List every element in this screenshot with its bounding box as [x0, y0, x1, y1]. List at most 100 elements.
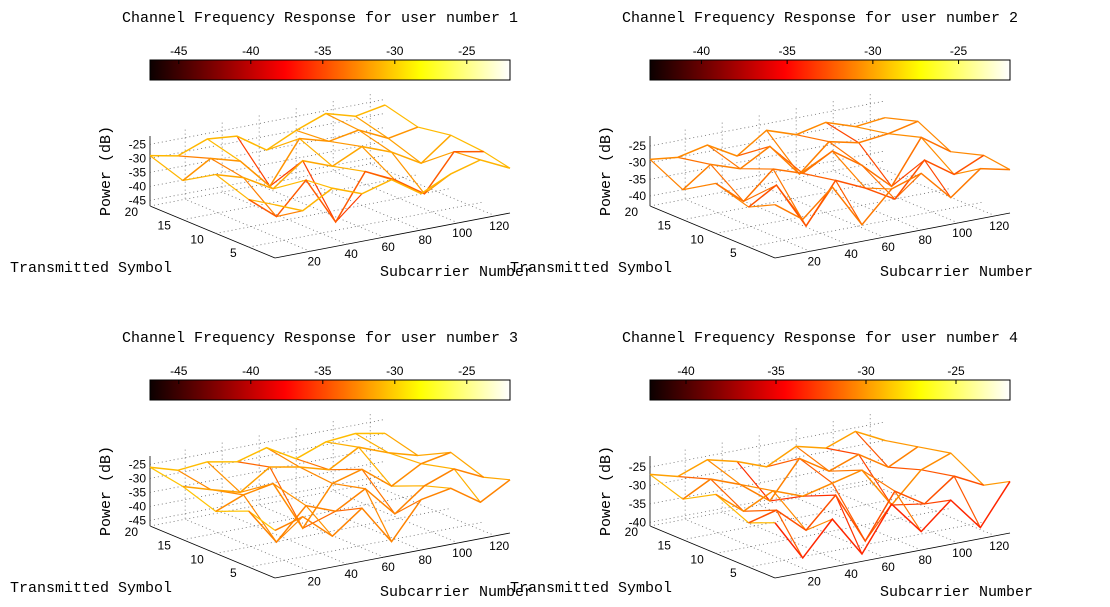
- grid-line: [215, 507, 451, 554]
- grid-line: [149, 99, 386, 145]
- chart-title: Channel Frequency Response for user numb…: [122, 10, 518, 27]
- y-axis-label: Transmitted Symbol: [510, 260, 672, 277]
- x-tick-label: 40: [344, 247, 358, 261]
- z-tick-label: -45: [129, 193, 147, 207]
- x-axis: [774, 212, 1011, 259]
- x-tick-label: 120: [489, 539, 509, 553]
- z-tick-label: -30: [129, 471, 147, 485]
- grid-line: [149, 419, 386, 465]
- grid-line: [721, 122, 848, 245]
- z-tick-label: -25: [129, 137, 147, 151]
- colorbar-tick-label: -30: [864, 44, 882, 58]
- mesh-row: [182, 446, 418, 494]
- x-tick-label: 120: [489, 219, 509, 233]
- mesh-row: [182, 126, 419, 188]
- x-tick-label: 80: [919, 553, 933, 567]
- colorbar: [649, 59, 1011, 81]
- z-tick-label: -35: [129, 165, 147, 179]
- mesh-row: [274, 159, 511, 212]
- y-tick-label: 10: [190, 552, 204, 566]
- x-tick-label: 100: [452, 546, 472, 560]
- y-tick-label: 15: [158, 539, 172, 553]
- x-tick-label: 80: [419, 553, 433, 567]
- x-tick-label: 100: [952, 546, 972, 560]
- y-tick-label: 15: [158, 219, 172, 233]
- y-tick-label: 15: [658, 539, 672, 553]
- mesh-row: [649, 430, 886, 478]
- z-tick-label: -25: [129, 457, 147, 471]
- y-tick-label: 5: [730, 246, 737, 260]
- x-axis: [274, 212, 511, 259]
- mesh-row: [248, 150, 484, 224]
- chart-title: Channel Frequency Response for user numb…: [622, 10, 1018, 27]
- mesh-row: [682, 120, 919, 191]
- colorbar-tick-label: -45: [170, 44, 188, 58]
- z-tick-label: -35: [629, 497, 647, 511]
- mesh-row: [682, 446, 919, 502]
- x-tick-label: 40: [844, 247, 858, 261]
- chart-title: Channel Frequency Response for user numb…: [122, 330, 518, 347]
- x-tick-label: 20: [807, 574, 821, 588]
- mesh-row: [774, 167, 1011, 226]
- y-axis: [649, 525, 776, 579]
- colorbar-tick-label: -40: [677, 364, 695, 378]
- x-tick-label: 100: [452, 226, 472, 240]
- y-tick-label: 20: [125, 205, 139, 219]
- y-axis-label: Transmitted Symbol: [510, 580, 672, 597]
- y-axis-label: Transmitted Symbol: [10, 580, 172, 597]
- colorbar-tick-label: -40: [693, 44, 711, 58]
- mesh-row: [748, 154, 985, 228]
- x-tick-label: 60: [881, 560, 895, 574]
- grid-line: [649, 480, 886, 527]
- x-axis-label: Subcarrier Number: [380, 584, 533, 601]
- mesh-row: [715, 136, 952, 203]
- mesh-row: [774, 481, 1011, 560]
- grid-line: [332, 420, 459, 544]
- grid-line: [258, 115, 385, 238]
- grid-line: [869, 413, 996, 537]
- mesh-row: [149, 104, 386, 157]
- x-tick-label: 40: [344, 567, 358, 581]
- z-tick-label: -45: [129, 513, 147, 527]
- x-axis-label: Subcarrier Number: [880, 584, 1033, 601]
- grid-line: [258, 435, 385, 558]
- colorbar-tick-label: -35: [778, 44, 796, 58]
- y-axis: [149, 525, 276, 579]
- y-axis: [649, 205, 776, 259]
- z-tick-label: -35: [629, 172, 647, 186]
- y-axis-label: Transmitted Symbol: [10, 260, 172, 277]
- grid-line: [184, 129, 311, 252]
- x-tick-label: 120: [989, 539, 1009, 553]
- grid-line: [758, 115, 885, 238]
- x-tick-label: 20: [307, 254, 321, 268]
- y-tick-label: 15: [658, 219, 672, 233]
- colorbar-tick-label: -25: [458, 44, 476, 58]
- grid-line: [649, 100, 886, 147]
- z-tick-label: -35: [129, 485, 147, 499]
- colorbar-tick-label: -30: [386, 364, 404, 378]
- mesh-column: [149, 466, 276, 531]
- y-tick-label: 5: [230, 246, 237, 260]
- y-tick-label: 5: [730, 566, 737, 580]
- z-tick-label: -40: [129, 499, 147, 513]
- colorbar: [149, 379, 511, 401]
- z-axis-label: Power (dB): [98, 126, 115, 216]
- y-tick-label: 10: [690, 552, 704, 566]
- colorbar-tick-label: -45: [170, 364, 188, 378]
- colorbar-tick-label: -35: [314, 44, 332, 58]
- mesh-row: [215, 451, 452, 530]
- colorbar-tick-label: -40: [242, 364, 260, 378]
- x-tick-label: 80: [419, 233, 433, 247]
- x-tick-label: 20: [807, 254, 821, 268]
- mesh-column: [206, 461, 333, 537]
- grid-line: [682, 174, 918, 221]
- colorbar-tick-label: -40: [242, 44, 260, 58]
- z-tick-label: -25: [629, 460, 647, 474]
- y-tick-label: 20: [125, 525, 139, 539]
- grid-line: [832, 420, 959, 544]
- colorbar-tick-label: -25: [950, 44, 968, 58]
- mesh-row: [649, 116, 886, 161]
- grid-line: [149, 433, 386, 479]
- colorbar-tick-label: -25: [458, 364, 476, 378]
